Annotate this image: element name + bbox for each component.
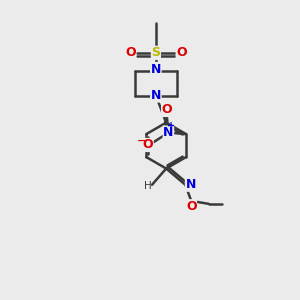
Text: S: S xyxy=(152,46,160,59)
Text: +: + xyxy=(167,121,175,131)
Text: N: N xyxy=(151,62,161,76)
Text: O: O xyxy=(186,200,196,213)
Text: O: O xyxy=(125,46,136,59)
Text: N: N xyxy=(185,178,196,191)
Text: N: N xyxy=(163,126,174,139)
Text: H: H xyxy=(144,181,152,191)
Text: O: O xyxy=(162,103,172,116)
Text: N: N xyxy=(151,89,161,102)
Text: O: O xyxy=(142,139,153,152)
Text: O: O xyxy=(176,46,187,59)
Text: −: − xyxy=(136,136,146,146)
